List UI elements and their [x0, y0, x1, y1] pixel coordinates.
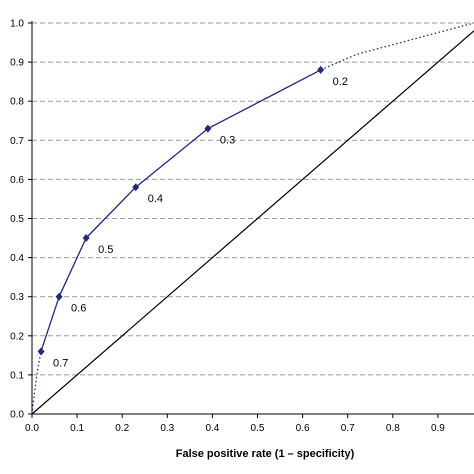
roc-curve-extension [31, 351, 42, 415]
roc-point-marker [37, 347, 45, 356]
threshold-label: 0.3 [220, 135, 235, 147]
x-tick-label: 0.6 [296, 423, 310, 434]
x-tick-label: 0.3 [160, 423, 174, 434]
y-tick-label: 0.4 [10, 253, 24, 264]
threshold-label: 0.2 [333, 76, 348, 88]
threshold-label: 0.6 [71, 303, 86, 315]
y-tick-label: 0.3 [10, 292, 24, 303]
threshold-label: 0.7 [53, 357, 68, 369]
y-tick-label: 0.5 [10, 214, 24, 225]
roc-point-marker [317, 65, 325, 74]
x-tick-label: 0.9 [431, 423, 445, 434]
roc-curve-extension [320, 22, 474, 71]
roc-point-marker [204, 124, 212, 133]
x-tick-label: 0.5 [251, 423, 265, 434]
reference-diagonal-line [31, 30, 474, 415]
roc-point-marker [55, 292, 63, 301]
roc-point-marker [132, 183, 140, 192]
threshold-label: 0.4 [148, 193, 163, 205]
x-tick-label: 0.4 [205, 423, 219, 434]
x-tick-label: 0.8 [386, 423, 400, 434]
x-tick-label: 0.2 [115, 423, 129, 434]
y-tick-label: 0.6 [10, 175, 24, 186]
y-tick-label: 0.0 [10, 410, 24, 421]
x-tick-label: 0.1 [70, 423, 84, 434]
threshold-label: 0.5 [98, 244, 113, 256]
x-tick-label: 0.0 [25, 423, 39, 434]
x-axis-title: False positive rate (1 – specificity) [176, 448, 355, 460]
y-tick-label: 1.0 [10, 19, 24, 30]
roc-point-marker [82, 234, 90, 243]
roc-curve-line [40, 69, 322, 352]
y-tick-label: 0.7 [10, 136, 24, 147]
y-tick-label: 0.1 [10, 370, 24, 381]
y-tick-label: 0.2 [10, 331, 24, 342]
y-tick-label: 0.8 [10, 97, 24, 108]
x-tick-label: 0.7 [341, 423, 355, 434]
y-tick-label: 0.9 [10, 58, 24, 69]
